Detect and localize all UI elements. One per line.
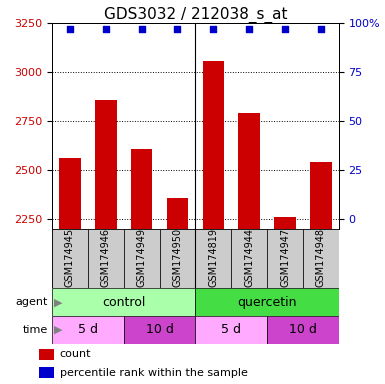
Text: 5 d: 5 d [221,323,241,336]
Text: quercetin: quercetin [237,296,297,309]
Bar [159,229,196,288]
Bar [59,159,81,229]
Bar [231,229,267,288]
Text: GSM174947: GSM174947 [280,228,290,287]
Text: ▶: ▶ [54,297,62,307]
Bar [167,197,188,229]
Bar [131,149,152,229]
Point [139,26,145,32]
Bar [238,113,260,229]
Point [246,26,252,32]
Text: 5 d: 5 d [78,323,98,336]
Point [174,26,181,32]
Bar [52,288,195,316]
Bar [195,229,231,288]
Text: GSM174945: GSM174945 [65,228,75,287]
Point [318,26,324,32]
Bar [124,316,195,344]
Bar [203,61,224,229]
Bar [124,229,159,288]
Bar [195,316,267,344]
Text: GSM174944: GSM174944 [244,228,254,287]
Text: count: count [60,349,91,359]
Text: ▶: ▶ [54,325,62,335]
Text: 10 d: 10 d [289,323,317,336]
Bar [52,316,124,344]
Bar [95,100,117,229]
Bar [274,217,296,229]
Text: GSM174949: GSM174949 [137,228,147,287]
Text: control: control [102,296,146,309]
Point [282,26,288,32]
Bar [310,162,331,229]
Point [67,26,73,32]
Point [210,26,216,32]
Text: GSM174946: GSM174946 [101,228,111,287]
Bar [267,316,339,344]
Bar [195,288,339,316]
Bar [267,229,303,288]
Bar [38,367,54,378]
Text: percentile rank within the sample: percentile rank within the sample [60,368,248,378]
Bar [88,229,124,288]
Text: agent: agent [16,297,48,307]
Bar [52,229,88,288]
Text: GSM174819: GSM174819 [208,228,218,287]
Text: 10 d: 10 d [146,323,174,336]
Text: GSM174948: GSM174948 [316,228,326,287]
Bar [38,349,54,360]
Point [103,26,109,32]
Text: time: time [23,325,48,335]
Title: GDS3032 / 212038_s_at: GDS3032 / 212038_s_at [104,7,287,23]
Bar [303,229,339,288]
Text: GSM174950: GSM174950 [172,228,182,287]
